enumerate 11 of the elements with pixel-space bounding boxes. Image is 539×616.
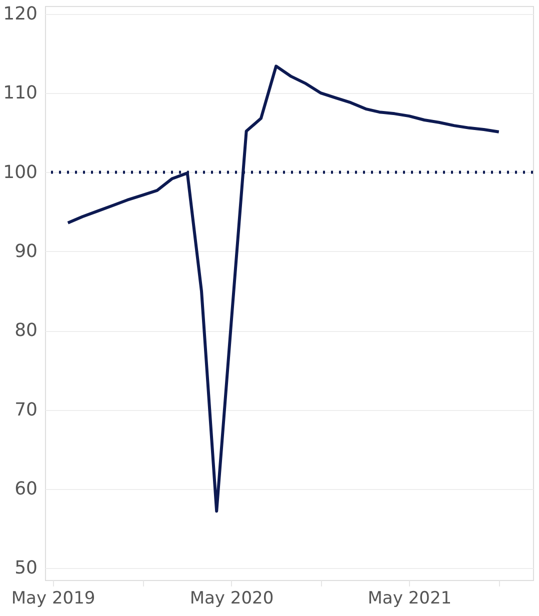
y-tick-label: 50 — [14, 558, 38, 579]
x-tick-label: May 2020 — [190, 588, 274, 608]
y-tick-label: 90 — [14, 240, 38, 262]
x-tick-label: May 2019 — [11, 588, 96, 608]
y-tick-label: 60 — [14, 478, 38, 500]
y-tick-label: 120 — [3, 3, 38, 24]
x-tick-label: May 2021 — [368, 588, 452, 608]
y-tick-label: 80 — [14, 320, 38, 342]
y-tick-label: 100 — [3, 162, 38, 183]
y-tick-label: 70 — [14, 399, 38, 420]
y-tick-label: 110 — [3, 82, 38, 104]
